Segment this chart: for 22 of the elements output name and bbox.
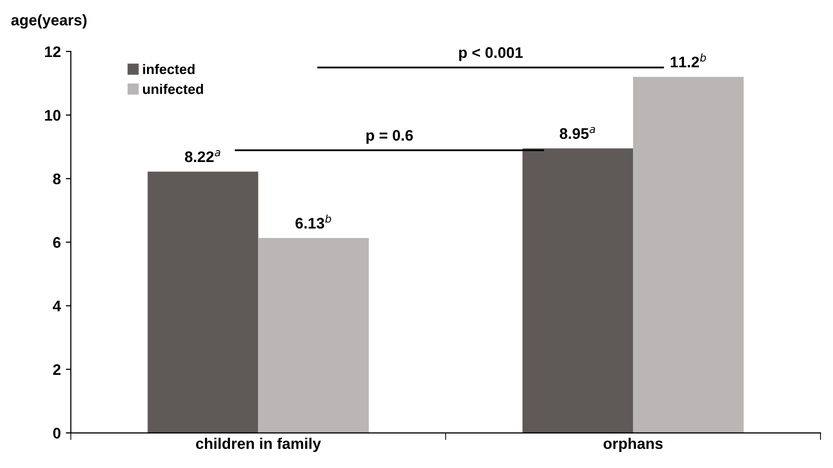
bar [522, 148, 634, 433]
bar [258, 238, 369, 433]
x-tick-label: orphans [604, 438, 663, 452]
y-tick-label: 8 [53, 173, 61, 184]
bar [148, 172, 258, 433]
y-axis-title: age(years) [11, 14, 87, 29]
legend-label: unifected [143, 84, 203, 94]
y-tick-label: 0 [53, 428, 60, 439]
y-tick-label: 12 [45, 46, 60, 58]
annotation: p = 0.6 [366, 130, 413, 144]
legend-label: infected [143, 64, 195, 74]
data-label: 11.2$^{b}$ [670, 53, 706, 68]
data-label: 8.95$^{a}$ [560, 126, 596, 139]
y-tick-label: 4 [52, 300, 61, 312]
annotation: p < 0.001 [459, 47, 523, 62]
bar [633, 76, 744, 433]
data-label: 6.13$^{b}$ [296, 214, 332, 229]
data-label: 8.22$^{a}$ [184, 150, 220, 162]
x-tick-label: children in family [196, 438, 321, 452]
y-tick-label: 6 [53, 237, 61, 248]
y-tick-label: 10 [45, 110, 60, 121]
y-tick-label: 2 [53, 364, 60, 375]
